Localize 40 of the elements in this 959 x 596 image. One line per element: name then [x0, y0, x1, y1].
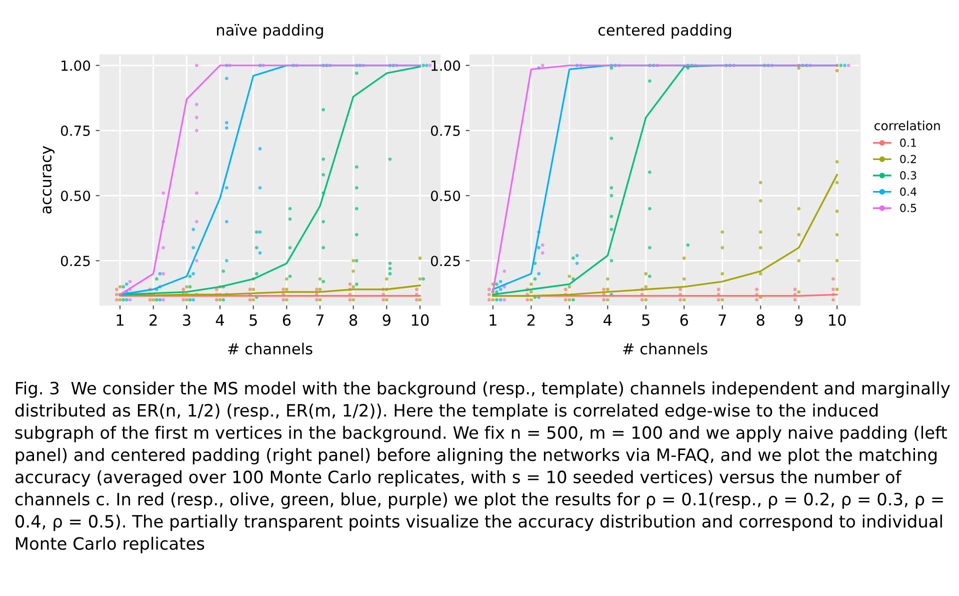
x-axis-title: # channels	[623, 342, 708, 355]
x-tick-label: 8	[756, 314, 764, 326]
caption: Fig. 3 We consider the MS model with the background (resp., template) channels independent and marginally distributed as ER(n, 1/2) (resp., ER(m, 1/2)). Here the template is correlated edge-wise to the induced subgraph of the first m vertices in the background. We fix n = 500, m = 100 and we apply naive padding (left panel) and centered padding (right panel) before aligning the networks via M-FAQ, and we plot the matching accuracy (averaged over 100 Monte Carlo replicates, with s = 10 seeded vertices) versus the number of channels c. In red (resp., olive, green, blue, purple) we plot the results for ρ = 0.1(resp., ρ = 0.2, ρ = 0.3, ρ = 0.4, ρ = 0.5). The partially transparent points visualize the accuracy distribution and correspond to individual Monte Carlo replicates	[15, 381, 950, 554]
chart-title: centered padding	[598, 24, 732, 39]
y-axis-title: accuracy	[42, 146, 54, 214]
legend-label: 0.1	[900, 138, 916, 147]
x-tick-label: 5	[642, 314, 650, 326]
x-tick-label: 8	[350, 314, 358, 326]
x-tick-label: 3	[182, 314, 190, 326]
y-tick-label: 0.25	[430, 256, 460, 266]
x-tick-label: 2	[527, 314, 535, 326]
x-tick-label: 6	[680, 314, 688, 326]
x-tick-label: 6	[282, 314, 291, 326]
x-tick-label: 10	[412, 314, 429, 326]
x-tick-label: 2	[150, 314, 157, 326]
x-tick-label: 3	[566, 314, 574, 326]
legend-label: 0.3	[900, 171, 916, 180]
y-tick-label: 1.00	[432, 60, 460, 71]
x-tick-label: 4	[604, 314, 612, 326]
y-tick-label: 0.50	[430, 190, 460, 202]
y-tick-label: 0.75	[430, 125, 460, 136]
x-tick-label: 5	[250, 314, 257, 326]
legend-label: 0.4	[900, 187, 916, 196]
x-tick-label: 7	[718, 314, 726, 326]
legend-label: 0.5	[900, 204, 916, 212]
legend-label: 0.2	[900, 154, 916, 164]
y-tick-label: 0.25	[60, 256, 90, 266]
y-tick-label: 0.50	[60, 190, 90, 202]
x-tick-label: 1	[490, 314, 496, 326]
x-tick-label: 9	[794, 314, 803, 326]
y-tick-label: 0.75	[60, 125, 90, 136]
legend-title: correlation	[874, 120, 940, 130]
y-tick-label: 1.00	[62, 60, 90, 71]
x-tick-label: 4	[216, 314, 224, 326]
chart-title: naïve padding	[217, 24, 323, 39]
x-axis-title: # channels	[228, 342, 312, 355]
x-tick-label: 1	[116, 314, 124, 326]
x-tick-label: 7	[316, 314, 324, 326]
x-tick-label: 9	[382, 314, 390, 326]
x-tick-label: 10	[829, 314, 846, 326]
